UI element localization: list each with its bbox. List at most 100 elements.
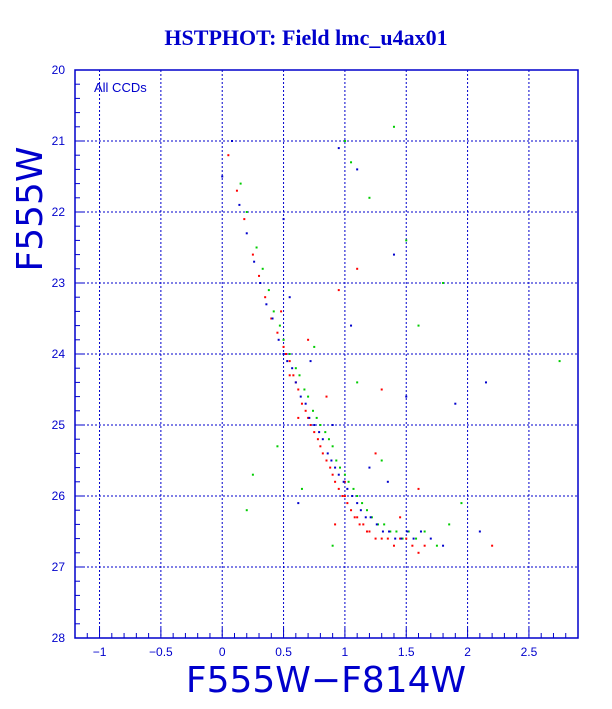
- data-point: [337, 487, 340, 490]
- data-point: [405, 395, 408, 398]
- data-point: [261, 267, 264, 270]
- data-point: [361, 502, 364, 505]
- data-point: [330, 459, 333, 462]
- y-tick-label: 28: [52, 631, 66, 645]
- data-point: [334, 480, 337, 483]
- data-point: [356, 168, 359, 171]
- data-point: [368, 466, 371, 469]
- data-point: [350, 324, 353, 327]
- data-point: [381, 530, 384, 533]
- data-point: [331, 424, 334, 426]
- y-tick-label: 23: [52, 276, 66, 290]
- x-tick-label: 2: [464, 645, 471, 659]
- data-point: [343, 473, 346, 476]
- data-point: [276, 331, 279, 334]
- data-point: [392, 125, 395, 128]
- data-point: [300, 402, 303, 405]
- data-point: [271, 317, 274, 320]
- data-point: [394, 537, 397, 540]
- data-point: [362, 523, 365, 526]
- data-point: [364, 516, 367, 519]
- data-point: [331, 445, 334, 448]
- data-point: [350, 161, 353, 164]
- data-point: [341, 495, 344, 497]
- data-point: [342, 480, 345, 483]
- data-point: [365, 530, 368, 533]
- data-point: [389, 530, 392, 533]
- data-point: [304, 409, 307, 412]
- data-point: [294, 367, 297, 370]
- data-point: [309, 424, 312, 426]
- data-point: [346, 487, 349, 490]
- data-point: [334, 466, 337, 469]
- data-point: [272, 310, 275, 313]
- data-point: [331, 473, 334, 476]
- data-point: [282, 345, 285, 348]
- data-point: [411, 544, 414, 547]
- data-point: [259, 282, 262, 284]
- data-point: [380, 459, 383, 462]
- y-tick-label: 24: [52, 347, 66, 361]
- data-point: [460, 502, 463, 505]
- data-point: [356, 381, 359, 384]
- data-point: [365, 509, 368, 512]
- data-point: [454, 402, 457, 405]
- x-axis-label: F555W−F814W: [186, 660, 466, 701]
- data-point: [353, 516, 356, 519]
- data-point: [238, 203, 241, 206]
- data-point: [448, 523, 451, 526]
- data-point: [423, 530, 426, 533]
- data-point: [312, 409, 315, 412]
- data-point: [429, 537, 432, 540]
- data-point: [315, 416, 318, 419]
- data-point: [288, 353, 291, 355]
- data-point: [405, 537, 408, 540]
- data-point: [303, 388, 306, 391]
- data-point: [415, 537, 418, 540]
- y-tick-label: 21: [52, 134, 66, 148]
- data-point: [239, 182, 242, 185]
- data-point: [316, 438, 319, 441]
- data-point: [298, 374, 301, 377]
- x-tick-label: 1: [342, 645, 349, 659]
- data-point: [388, 530, 391, 533]
- x-tick-label: 2.5: [521, 645, 538, 659]
- data-point: [324, 431, 327, 434]
- data-point: [264, 296, 267, 299]
- data-point: [412, 537, 415, 540]
- data-point: [265, 303, 268, 306]
- data-point: [304, 402, 307, 405]
- data-point: [392, 544, 395, 547]
- data-point: [235, 189, 238, 192]
- data-point: [346, 502, 349, 505]
- x-tick-label: −0.5: [149, 645, 173, 659]
- data-point: [368, 196, 371, 199]
- data-point: [395, 530, 398, 533]
- data-point: [251, 473, 254, 476]
- data-point: [335, 459, 338, 462]
- data-point: [383, 523, 386, 526]
- data-point: [343, 495, 346, 497]
- data-point: [358, 523, 361, 526]
- data-point: [407, 530, 410, 533]
- data-point: [280, 310, 283, 313]
- data-point: [318, 431, 321, 434]
- data-point: [386, 480, 389, 483]
- data-point: [401, 537, 404, 540]
- data-point: [400, 537, 403, 540]
- x-tick-label: −1: [93, 645, 107, 659]
- data-point: [491, 544, 494, 547]
- y-tick-label: 26: [52, 489, 66, 503]
- data-point: [375, 523, 378, 526]
- data-point: [442, 282, 445, 284]
- data-point: [405, 239, 408, 242]
- data-point: [321, 452, 324, 455]
- data-point: [297, 416, 300, 419]
- data-point: [435, 544, 438, 547]
- data-point: [442, 544, 445, 547]
- data-point: [277, 338, 280, 341]
- data-point: [337, 147, 340, 150]
- data-point: [307, 416, 310, 419]
- data-point: [282, 218, 285, 221]
- data-point: [343, 480, 346, 483]
